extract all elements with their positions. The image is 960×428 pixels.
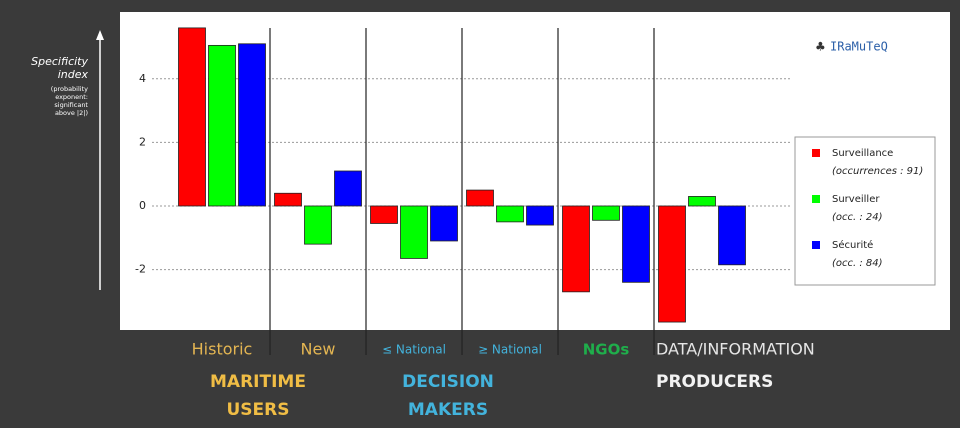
bar [592, 205, 620, 221]
legend-note: (occ. : 84) [832, 258, 883, 269]
watermark: IRaMuTeQ [830, 40, 888, 54]
legend-note: (occurrences : 91) [832, 166, 923, 177]
y-axis-note: above |2|) [55, 109, 88, 117]
group-label: MAKERS [408, 400, 488, 420]
legend-label: Surveillance [832, 148, 893, 159]
y-tick-label: 4 [139, 72, 146, 85]
bar [238, 43, 266, 207]
x-tick-label: Historic [192, 340, 253, 359]
legend-label: Sécurité [832, 239, 873, 251]
bar [526, 205, 554, 226]
bar [658, 205, 686, 323]
y-tick-label: 2 [139, 135, 146, 148]
bar [178, 27, 206, 207]
bar [400, 205, 428, 259]
legend-marker [812, 195, 820, 203]
group-label: USERS [227, 400, 290, 420]
bar [208, 44, 236, 207]
bar [466, 189, 494, 207]
bar [274, 192, 302, 207]
bar [688, 196, 716, 207]
x-tick-label: DATA/INFORMATION [656, 340, 815, 359]
bar [334, 170, 362, 207]
x-tick-label: New [301, 340, 336, 359]
group-label: PRODUCERS [656, 372, 773, 392]
y-axis-arrowhead [96, 30, 104, 40]
y-tick-label: 0 [139, 199, 146, 212]
y-axis-title: index [58, 68, 89, 81]
bar [430, 205, 458, 242]
bar [718, 205, 746, 266]
legend-box [794, 136, 936, 286]
group-label: MARITIME [210, 372, 306, 392]
y-axis-title: Specificity [31, 55, 88, 68]
x-tick-label: NGOs [583, 341, 630, 359]
bar [622, 205, 650, 283]
y-tick-label: -2 [135, 263, 146, 276]
y-axis-note: significant [54, 101, 88, 109]
legend-label: Surveiller [832, 194, 880, 205]
bar [304, 205, 332, 245]
legend-marker [812, 241, 820, 249]
bar [370, 205, 398, 224]
group-label: DECISION [402, 372, 494, 392]
y-axis-note: exponent: [55, 93, 88, 101]
bar [496, 205, 524, 223]
x-tick-label: ≤ National [382, 343, 446, 357]
x-tick-label: ≥ National [478, 343, 542, 357]
legend-note: (occ. : 24) [832, 212, 883, 223]
bar [562, 205, 590, 293]
legend-marker [812, 149, 820, 157]
y-axis-note: (probability [51, 85, 88, 93]
watermark-icon: ♣ [815, 40, 826, 54]
